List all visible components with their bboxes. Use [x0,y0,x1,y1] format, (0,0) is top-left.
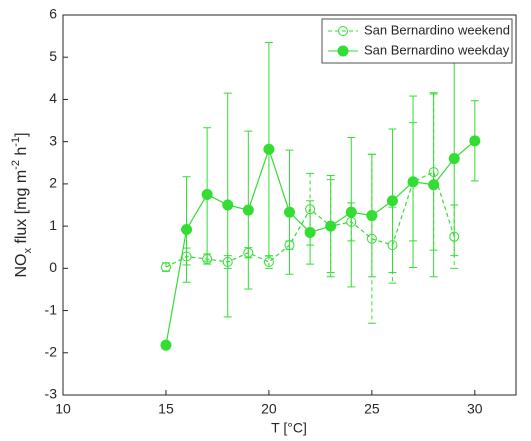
y-tick-label: 3 [49,132,57,148]
marker [181,223,193,235]
x-tick-label: 10 [55,401,71,417]
legend-box [321,18,513,64]
y-label-part: x [22,248,34,254]
y-label-part: NO [13,254,30,278]
legend-label: San Bernardino weekend [364,22,510,37]
marker [469,135,481,147]
marker [263,143,275,155]
y-tick-label: -3 [45,386,58,402]
marker [448,153,460,165]
marker [366,210,378,222]
x-tick-label: 15 [158,401,174,417]
y-tick-label: 6 [49,6,57,22]
marker [325,220,337,232]
y-tick-label: 5 [49,48,57,64]
marker [407,176,419,188]
legend-marker [338,26,348,36]
y-tick-label: 0 [49,259,57,275]
legend-marker [337,45,349,57]
x-axis-label: T [°C] [271,420,307,436]
y-label-part: -1 [10,137,22,147]
marker [345,206,357,218]
x-tick-label: 25 [364,401,380,417]
y-label-part: -2 [10,160,22,170]
marker [242,204,254,216]
y-label-part: flux [mg m [13,170,30,248]
marker [222,199,234,211]
marker [284,206,295,218]
y-tick-label: -1 [45,301,58,317]
y-tick-label: 1 [49,217,57,233]
marker [304,226,316,238]
marker [386,195,398,207]
marker [160,262,171,273]
marker [428,179,440,191]
legend-label: San Bernardino weekday [364,42,510,57]
y-tick-label: -2 [45,343,58,359]
y-label-part: h [13,147,30,160]
y-axis-label: NOx flux [mg m-2 h-1] [10,132,34,277]
marker [160,339,172,351]
marker [201,188,213,200]
series-line [165,140,476,346]
y-tick-label: 4 [49,90,57,106]
y-tick-label: 2 [49,175,57,191]
x-tick-label: 30 [467,401,483,417]
y-label-part: ] [13,132,30,136]
marker [263,257,274,267]
axes-box [62,14,517,396]
x-tick-label: 20 [261,401,277,417]
